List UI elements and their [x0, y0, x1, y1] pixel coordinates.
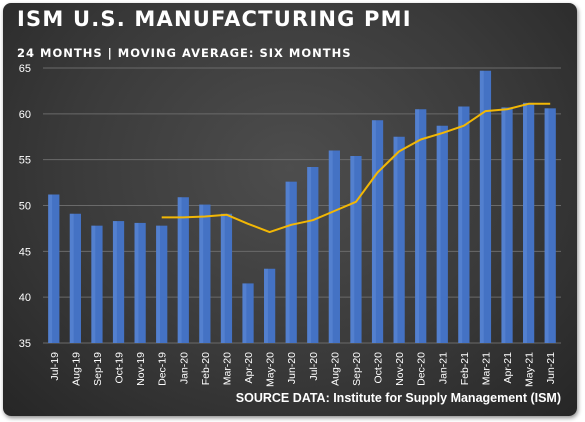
- bar-highlight: [91, 225, 96, 343]
- x-tick-label: Dec-20: [416, 352, 428, 386]
- x-tick-label: Sep-19: [92, 352, 104, 386]
- gridlines: [43, 67, 561, 344]
- bars: [48, 70, 556, 344]
- x-tick-label: Jul-20: [308, 352, 320, 381]
- x-tick-label: Jul-19: [49, 352, 61, 381]
- bar: [393, 136, 405, 343]
- y-tick-label: 35: [19, 338, 31, 350]
- x-tick-label: Mar-20: [221, 352, 233, 385]
- x-tick-label: Nov-20: [394, 352, 406, 386]
- bar: [479, 70, 492, 343]
- bar-highlight: [544, 108, 549, 343]
- moving-average-line-group: [161, 102, 551, 234]
- x-tick-label: Jun-20: [286, 352, 298, 384]
- bar-highlight: [220, 213, 225, 343]
- source-note: SOURCE DATA: Institute for Supply Manage…: [235, 391, 561, 405]
- bar-highlight: [371, 120, 376, 343]
- x-tick-label: Aug-19: [70, 352, 82, 386]
- x-tick-label: Feb-21: [459, 352, 471, 385]
- bar-highlight: [479, 70, 484, 343]
- bar-highlight: [134, 222, 139, 343]
- bar: [177, 197, 189, 343]
- x-tick-label: Oct-20: [373, 352, 385, 384]
- x-tick-label: May-21: [524, 352, 536, 387]
- bar: [69, 213, 81, 343]
- bar: [371, 120, 384, 343]
- bar: [436, 125, 448, 343]
- bar: [415, 109, 427, 343]
- bar-highlight: [415, 109, 420, 343]
- bar: [285, 181, 297, 343]
- x-tick-label: Oct-19: [114, 352, 126, 384]
- bar: [544, 108, 556, 343]
- bar-highlight: [156, 225, 161, 343]
- bar: [350, 156, 362, 343]
- bar: [242, 283, 254, 343]
- bar: [48, 194, 60, 343]
- moving-average-line: [161, 102, 551, 234]
- bar: [307, 167, 319, 343]
- bar-highlight: [501, 107, 506, 344]
- x-tick-label: Nov-19: [135, 352, 147, 386]
- bar-highlight: [112, 221, 117, 343]
- x-tick-label: Dec-19: [157, 352, 169, 386]
- bar-highlight: [307, 167, 312, 343]
- y-tick-label: 55: [19, 155, 31, 167]
- bar-highlight: [436, 125, 441, 343]
- y-axis: 35 40 45 50 55 60 65: [19, 63, 31, 350]
- pmi-chart: 35 40 45 50 55 60 65 Jul-19 Aug-19 Sep-19 Oct-19 N…: [19, 63, 561, 387]
- bar-highlight: [48, 194, 53, 343]
- bar-highlight: [242, 283, 247, 343]
- x-tick-label: Sep-20: [351, 352, 363, 386]
- x-tick-label: Aug-20: [329, 352, 341, 386]
- bar: [156, 225, 168, 343]
- bar: [134, 222, 146, 343]
- bar-highlight: [69, 213, 74, 343]
- bar-highlight: [350, 156, 355, 343]
- bar: [501, 107, 513, 344]
- bar-highlight: [393, 136, 398, 343]
- bar: [458, 106, 470, 343]
- y-tick-label: 40: [19, 292, 31, 304]
- bar-highlight: [177, 197, 182, 343]
- bar-highlight: [199, 204, 204, 343]
- y-tick-label: 50: [19, 201, 31, 213]
- x-tick-label: May-20: [265, 352, 277, 387]
- x-tick-label: Feb-20: [200, 352, 212, 385]
- y-tick-label: 45: [19, 246, 31, 258]
- bar-highlight: [328, 150, 333, 343]
- bar: [264, 268, 276, 343]
- chart-subtitle: 24 MONTHS | MOVING AVERAGE: SIX MONTHS: [17, 46, 352, 60]
- bar-highlight: [523, 102, 527, 343]
- x-tick-label: Apr-21: [502, 352, 514, 384]
- y-tick-label: 60: [19, 109, 31, 121]
- bar: [112, 221, 125, 343]
- bar-highlight: [458, 106, 463, 343]
- bar: [220, 213, 233, 343]
- chart-title: ISM U.S. MANUFACTURING PMI: [17, 7, 412, 31]
- bar: [328, 150, 340, 343]
- x-axis: Jul-19 Aug-19 Sep-19 Oct-19 Nov-19 Dec-19 Jan-…: [49, 352, 557, 387]
- chart-card: 35 40 45 50 55 60 65 Jul-19 Aug-19 Sep-19 Oct-19 N…: [3, 3, 577, 416]
- bar: [91, 225, 103, 343]
- bar-highlight: [285, 181, 290, 343]
- y-tick-label: 65: [19, 63, 31, 75]
- x-tick-label: Jan-20: [178, 352, 190, 384]
- x-tick-label: Jun-21: [545, 352, 557, 384]
- x-tick-label: Mar-21: [480, 352, 492, 385]
- bar: [199, 204, 211, 343]
- bar-highlight: [264, 268, 268, 343]
- bar: [523, 102, 535, 343]
- x-tick-label: Apr-20: [243, 352, 255, 384]
- x-tick-label: Jan-21: [437, 352, 449, 384]
